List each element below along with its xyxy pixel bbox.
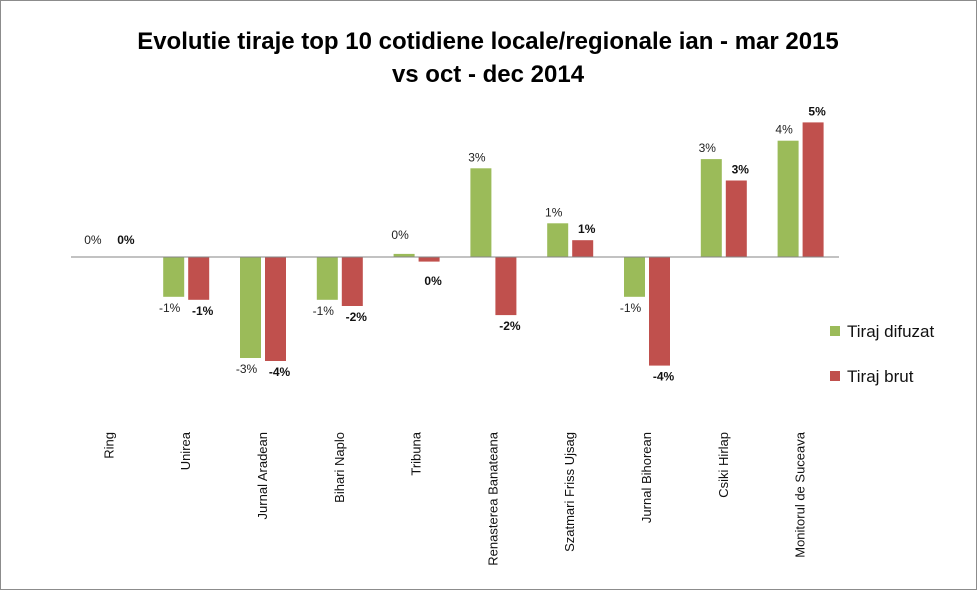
category-label-tribuna: Tribuna bbox=[409, 431, 424, 475]
bar-tiraj-difuzat-csiki-hirlap bbox=[700, 159, 722, 257]
bar-tiraj-brut-monitorul-de-suceava bbox=[802, 122, 824, 258]
category-label-jurnal-bihorean: Jurnal Bihorean bbox=[639, 432, 654, 523]
data-label-tiraj-difuzat-szatmari-friss-ujsag: 1% bbox=[545, 205, 563, 219]
data-label-tiraj-difuzat-jurnal-bihorean: -1% bbox=[620, 301, 642, 315]
bars-layer bbox=[163, 122, 824, 366]
bar-tiraj-difuzat-unirea bbox=[163, 257, 185, 297]
bar-tiraj-difuzat-szatmari-friss-ujsag bbox=[547, 223, 569, 257]
data-label-tiraj-brut-csiki-hirlap: 3% bbox=[732, 163, 750, 177]
bar-tiraj-brut-unirea bbox=[188, 257, 210, 300]
data-label-tiraj-brut-jurnal-bihorean: -4% bbox=[653, 370, 675, 384]
category-label-jurnal-aradean: Jurnal Aradean bbox=[255, 432, 270, 519]
data-label-tiraj-difuzat-csiki-hirlap: 3% bbox=[699, 141, 717, 155]
bar-tiraj-brut-renasterea-banateana bbox=[495, 257, 517, 316]
data-label-tiraj-difuzat-jurnal-aradean: -3% bbox=[236, 362, 258, 376]
chart-title: Evolutie tiraje top 10 cotidiene locale/… bbox=[137, 28, 839, 55]
data-label-tiraj-difuzat-bihari-naplo: -1% bbox=[313, 304, 335, 318]
bar-tiraj-difuzat-bihari-naplo bbox=[316, 257, 338, 300]
category-label-bihari-naplo: Bihari Naplo bbox=[332, 432, 347, 503]
bar-tiraj-brut-bihari-naplo bbox=[341, 257, 363, 306]
legend-label-tiraj-brut: Tiraj brut bbox=[847, 367, 914, 386]
data-label-tiraj-difuzat-ring: 0% bbox=[84, 233, 102, 247]
data-label-tiraj-difuzat-renasterea-banateana: 3% bbox=[468, 150, 486, 164]
category-labels: Ring Unirea Jurnal Aradean Bihari Naplo Trib… bbox=[101, 431, 807, 565]
legend: Tiraj difuzat Tiraj brut bbox=[830, 322, 935, 386]
data-label-tiraj-brut-bihari-naplo: -2% bbox=[346, 310, 368, 324]
category-label-renasterea-banateana: Renasterea Banateana bbox=[485, 431, 500, 565]
bar-tiraj-brut-jurnal-bihorean bbox=[649, 257, 670, 366]
category-label-unirea: Unirea bbox=[178, 431, 193, 470]
data-label-tiraj-brut-tribuna: 0% bbox=[424, 274, 442, 288]
legend-swatch-tiraj-difuzat bbox=[830, 326, 840, 336]
data-label-tiraj-difuzat-monitorul-de-suceava: 4% bbox=[775, 123, 793, 137]
bar-tiraj-difuzat-jurnal-bihorean bbox=[624, 257, 645, 297]
data-label-tiraj-brut-renasterea-banateana: -2% bbox=[499, 319, 521, 333]
data-label-tiraj-brut-ring: 0% bbox=[117, 233, 135, 247]
category-label-monitorul-de-suceava: Monitorul de Suceava bbox=[793, 431, 808, 558]
chart-subtitle: vs oct - dec 2014 bbox=[392, 61, 585, 88]
bar-tiraj-difuzat-jurnal-aradean bbox=[240, 257, 261, 358]
data-label-tiraj-brut-szatmari-friss-ujsag: 1% bbox=[578, 222, 596, 236]
category-label-szatmari-friss-ujsag: Szatmari Friss Ujsag bbox=[562, 432, 577, 552]
legend-swatch-tiraj-brut bbox=[830, 371, 840, 381]
data-label-tiraj-brut-jurnal-aradean: -4% bbox=[269, 365, 291, 379]
category-label-ring: Ring bbox=[101, 432, 116, 459]
bar-tiraj-brut-jurnal-aradean bbox=[265, 257, 286, 361]
data-label-tiraj-brut-monitorul-de-suceava: 5% bbox=[808, 104, 826, 118]
data-label-tiraj-difuzat-unirea: -1% bbox=[159, 301, 181, 315]
data-label-tiraj-brut-unirea: -1% bbox=[192, 304, 214, 318]
bar-tiraj-difuzat-tribuna bbox=[393, 253, 415, 257]
bar-tiraj-brut-csiki-hirlap bbox=[725, 180, 747, 257]
bar-tiraj-brut-szatmari-friss-ujsag bbox=[572, 240, 594, 257]
legend-label-tiraj-difuzat: Tiraj difuzat bbox=[847, 322, 935, 341]
bar-tiraj-difuzat-monitorul-de-suceava bbox=[777, 140, 799, 257]
category-label-csiki-hirlap: Csiki Hirlap bbox=[716, 432, 731, 498]
labels-layer: 0% 0% -1% -1% -3% -4% -1% -2% 0% 0% 3% -2% 1% 1% -1% -4… bbox=[84, 104, 826, 383]
bar-tiraj-brut-tribuna bbox=[418, 257, 440, 262]
data-label-tiraj-difuzat-tribuna: 0% bbox=[391, 228, 409, 242]
bar-tiraj-difuzat-renasterea-banateana bbox=[470, 168, 492, 257]
